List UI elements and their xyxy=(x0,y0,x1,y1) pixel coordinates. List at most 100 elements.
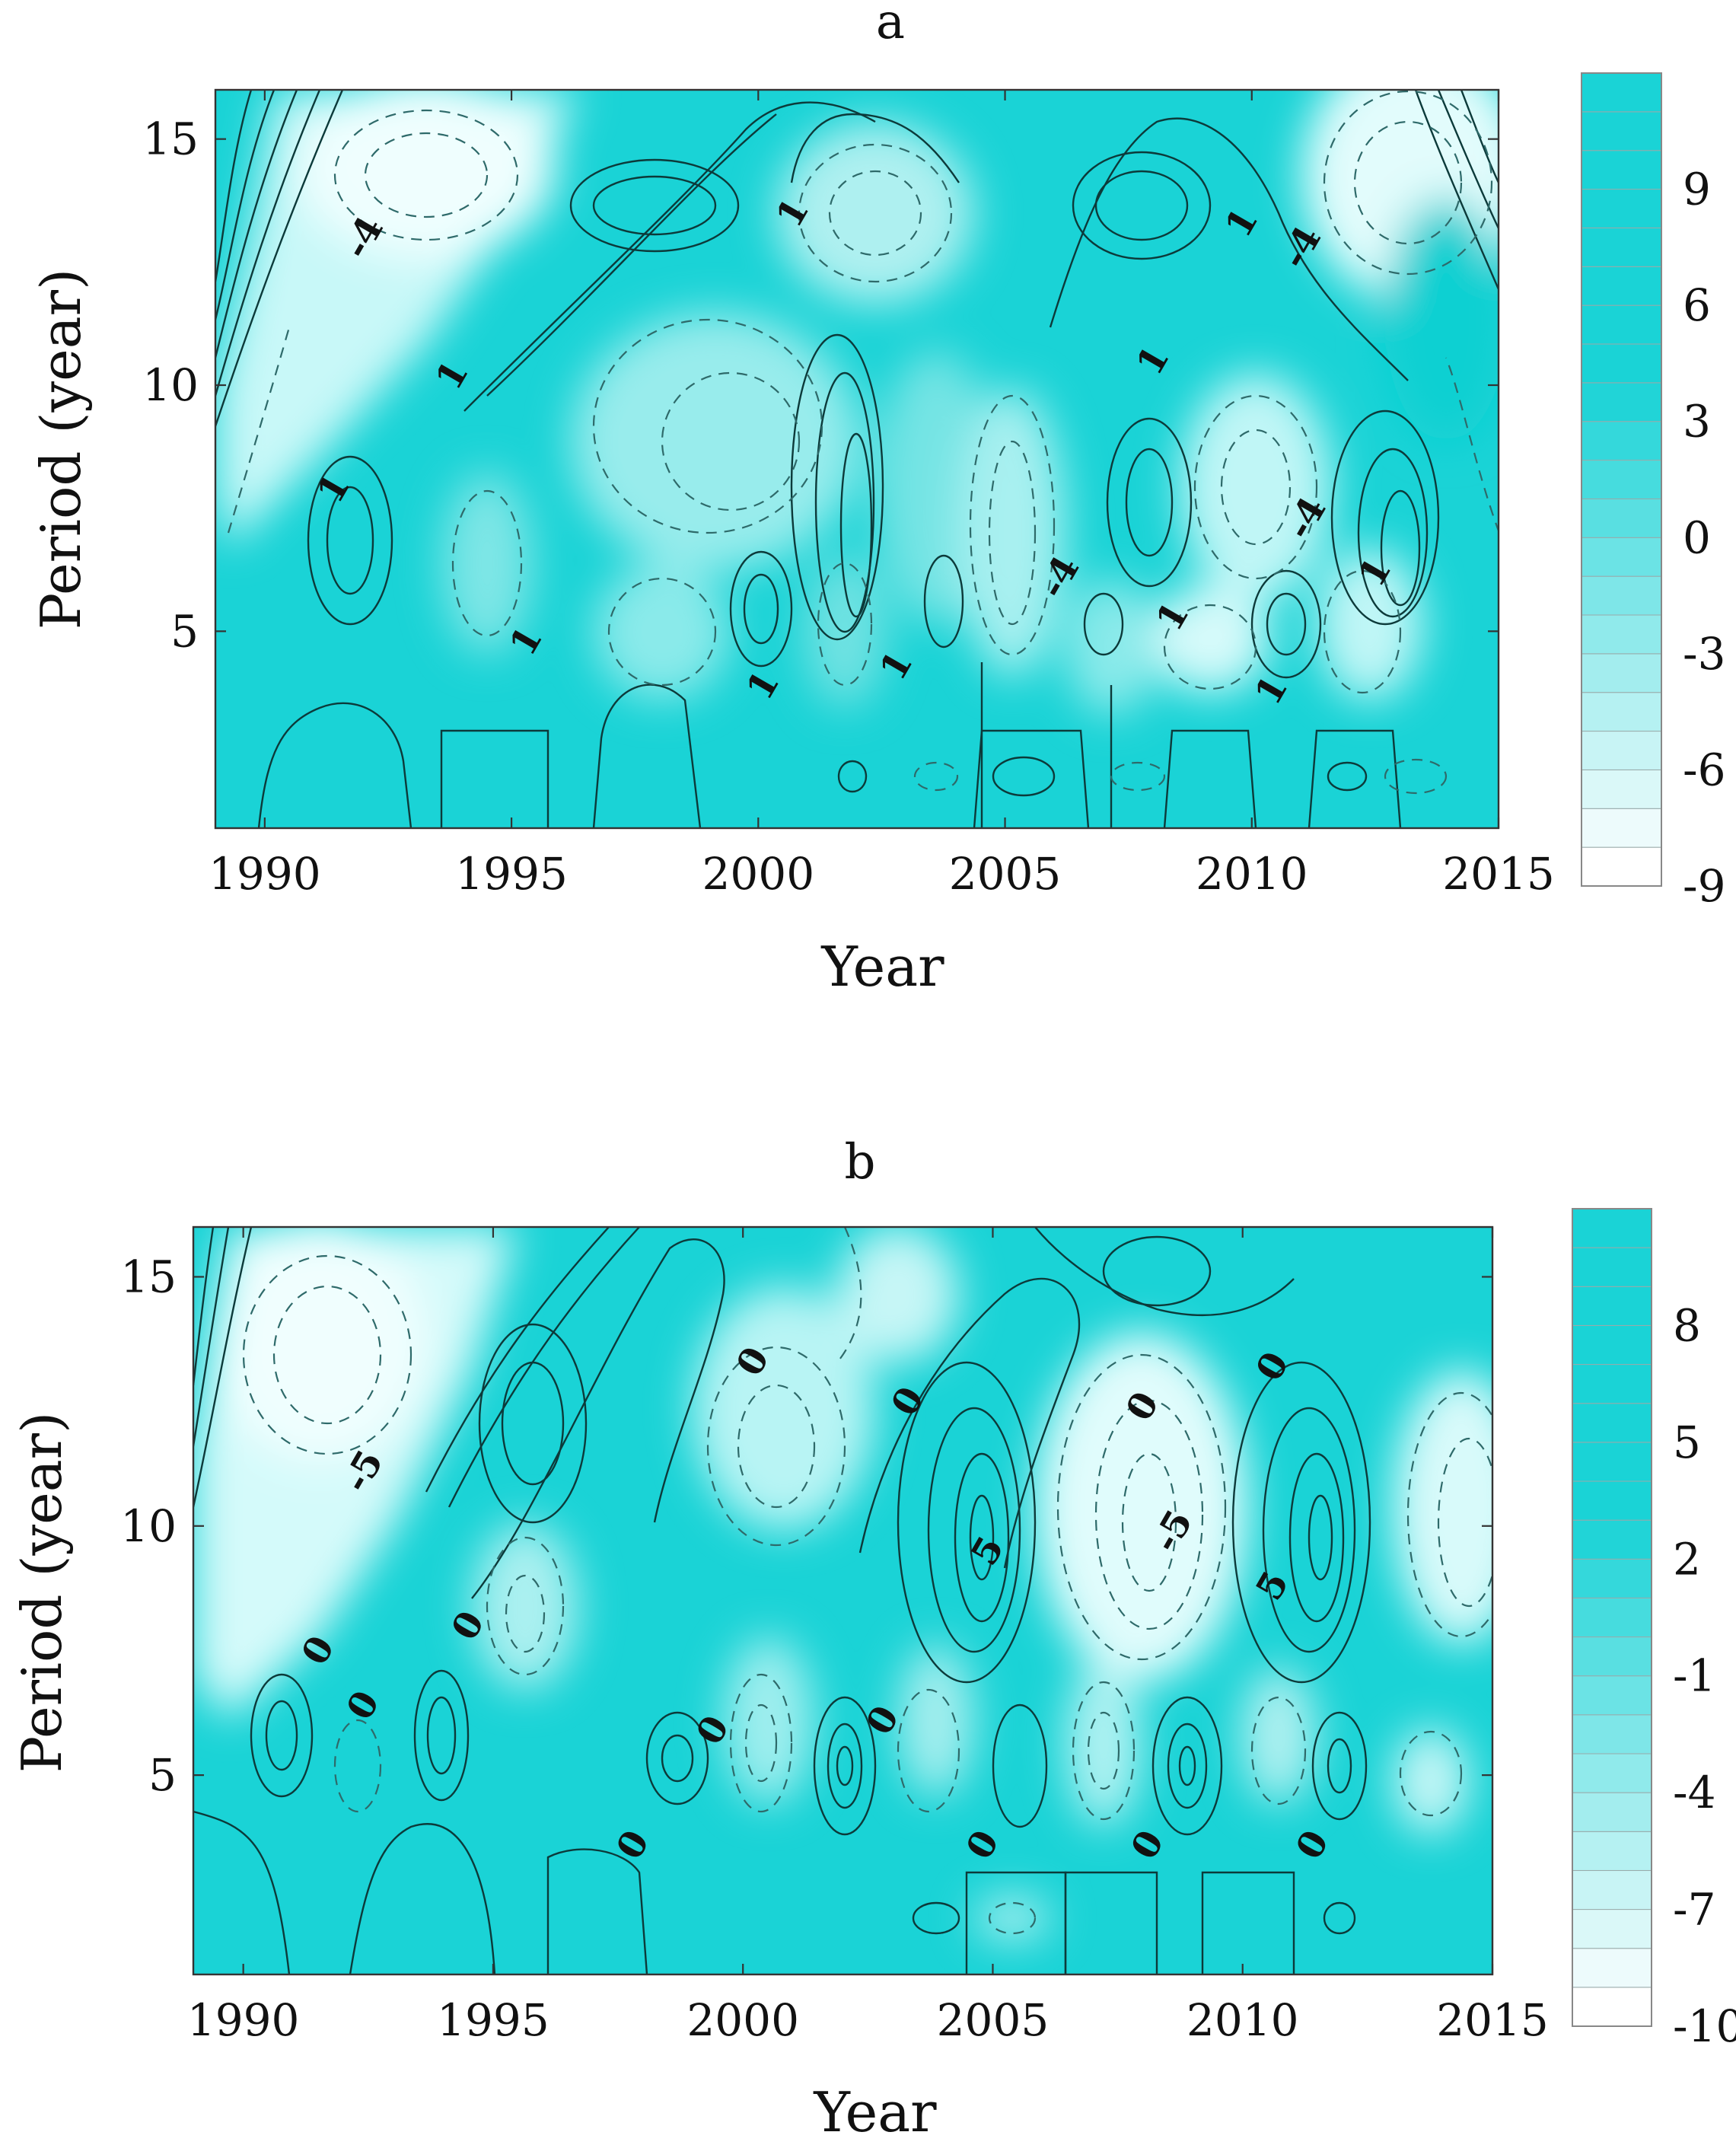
panel-a-axes: 1990 1995 2000 2005 2010 2015 5 10 15 xyxy=(142,90,1555,900)
panel-b-xtick-label: 2010 xyxy=(1187,1994,1299,2046)
colorbar-segment xyxy=(1572,1442,1652,1482)
colorbar-segment xyxy=(1581,150,1662,190)
colorbar-segment xyxy=(1581,731,1662,770)
colorbar-segment xyxy=(1572,1987,1652,2027)
panel-b-solid-contours xyxy=(193,1227,1371,1974)
panel-b-xtick-label: 1990 xyxy=(187,1994,300,2046)
panel-a-xtick-label: 2000 xyxy=(702,848,815,900)
colorbar-segment xyxy=(1581,189,1662,228)
colorbar-segment xyxy=(1572,1558,1652,1598)
panel-a-ytick-label: 5 xyxy=(170,605,199,657)
colorbar-tick-label: 9 xyxy=(1683,164,1711,215)
panel-b-colorbar: 8 5 2 -1 -4 -7 -10 xyxy=(1572,1208,1736,2052)
colorbar-segment xyxy=(1572,1324,1652,1366)
colorbar-segment xyxy=(1572,1286,1652,1326)
colorbar-segment xyxy=(1581,421,1662,461)
colorbar-segment xyxy=(1572,1909,1652,1949)
colorbar-tick-label: -6 xyxy=(1683,744,1726,795)
panel-a: a xyxy=(29,0,1726,999)
colorbar-tick-label: 6 xyxy=(1683,279,1711,331)
colorbar-segment xyxy=(1581,498,1662,538)
panel-b-xtick-label: 1995 xyxy=(437,1994,549,2046)
colorbar-segment xyxy=(1581,382,1662,422)
colorbar-tick-label: -7 xyxy=(1673,1884,1716,1936)
panel-b-ytick-label: 10 xyxy=(120,1500,177,1552)
colorbar-segment xyxy=(1572,1519,1652,1560)
colorbar-tick-label: 2 xyxy=(1673,1533,1701,1585)
colorbar-segment xyxy=(1572,1480,1652,1521)
colorbar-segment xyxy=(1572,1364,1652,1404)
colorbar-segment xyxy=(1572,1714,1652,1754)
colorbar-segment xyxy=(1581,692,1662,732)
panel-b-dashed-contours xyxy=(242,1227,1492,1935)
panel-b-field-shading xyxy=(193,1227,1492,1941)
panel-a-dashed-contours xyxy=(227,90,1499,795)
panel-a-xlabel: Year xyxy=(820,935,944,999)
panel-b-title: b xyxy=(845,1134,876,1190)
panel-b-ylabel: Period (year) xyxy=(10,1412,74,1773)
panel-b-xtick-label: 2005 xyxy=(937,1994,1050,2046)
colorbar-segment xyxy=(1572,1675,1652,1716)
colorbar-segment xyxy=(1572,1247,1652,1287)
panel-a-colorbar: 9 6 3 0 -3 -6 -9 xyxy=(1581,72,1726,912)
colorbar-tick-label: -9 xyxy=(1683,860,1726,912)
panel-a-ytick-label: 10 xyxy=(142,359,199,411)
colorbar-segment xyxy=(1572,1636,1652,1677)
colorbar-segment xyxy=(1572,1948,1652,1988)
panel-a-title: a xyxy=(876,0,905,50)
panel-a-xtick-label: 2015 xyxy=(1442,848,1555,900)
panel-a-xtick-label: 1995 xyxy=(455,848,568,900)
colorbar-segment xyxy=(1572,1403,1652,1443)
panel-a-frame xyxy=(214,88,1500,830)
panel-a-xtick-label: 1990 xyxy=(209,848,321,900)
panel-a-ylabel: Period (year) xyxy=(29,269,93,629)
panel-b-xtick-label: 2000 xyxy=(686,1994,799,2046)
colorbar-segment xyxy=(1581,460,1662,499)
panel-b-ytick-label: 5 xyxy=(148,1749,177,1801)
colorbar-segment xyxy=(1581,769,1662,809)
colorbar-segment xyxy=(1581,614,1662,655)
panel-a-xtick-label: 2005 xyxy=(949,848,1062,900)
colorbar-segment xyxy=(1581,266,1662,306)
colorbar-segment xyxy=(1581,575,1662,616)
colorbar-segment xyxy=(1581,304,1662,345)
colorbar-tick-label: -10 xyxy=(1673,2000,1736,2052)
colorbar-tick-label: 0 xyxy=(1683,512,1711,563)
colorbar-segment xyxy=(1572,1208,1652,1248)
panel-b-axes: 1990 1995 2000 2005 2010 2015 5 10 15 xyxy=(120,1227,1549,2046)
colorbar-segment xyxy=(1581,111,1662,151)
colorbar-segment xyxy=(1581,227,1662,267)
colorbar-tick-label: 8 xyxy=(1673,1299,1701,1351)
colorbar-segment xyxy=(1581,653,1662,693)
colorbar-frame xyxy=(1572,1208,1652,2027)
colorbar-frame xyxy=(1581,72,1662,887)
panel-b-xlabel: Year xyxy=(813,2080,937,2144)
panel-b: b xyxy=(10,1134,1736,2144)
panel-b-xtick-label: 2015 xyxy=(1436,1994,1549,2046)
panel-b-frame xyxy=(192,1225,1494,1976)
colorbar-segment xyxy=(1581,537,1662,577)
panel-a-solid-contours xyxy=(215,90,1499,828)
colorbar-segment xyxy=(1572,1869,1652,1911)
colorbar-tick-label: 5 xyxy=(1673,1417,1701,1468)
panel-a-xtick-label: 2010 xyxy=(1196,848,1308,900)
colorbar-segment xyxy=(1572,1831,1652,1871)
colorbar-segment xyxy=(1581,72,1662,113)
colorbar-tick-label: -3 xyxy=(1683,628,1726,680)
panel-a-ytick-label: 15 xyxy=(142,113,199,165)
colorbar-segment xyxy=(1581,343,1662,384)
colorbar-segment xyxy=(1581,808,1662,848)
colorbar-segment xyxy=(1572,1597,1652,1638)
colorbar-tick-label: 3 xyxy=(1683,396,1711,448)
colorbar-segment xyxy=(1581,846,1662,887)
colorbar-segment xyxy=(1572,1792,1652,1832)
colorbar-tick-label: -4 xyxy=(1673,1767,1716,1818)
colorbar-segment xyxy=(1572,1753,1652,1793)
panel-b-ytick-label: 15 xyxy=(120,1251,177,1302)
colorbar-tick-label: -1 xyxy=(1673,1650,1716,1702)
